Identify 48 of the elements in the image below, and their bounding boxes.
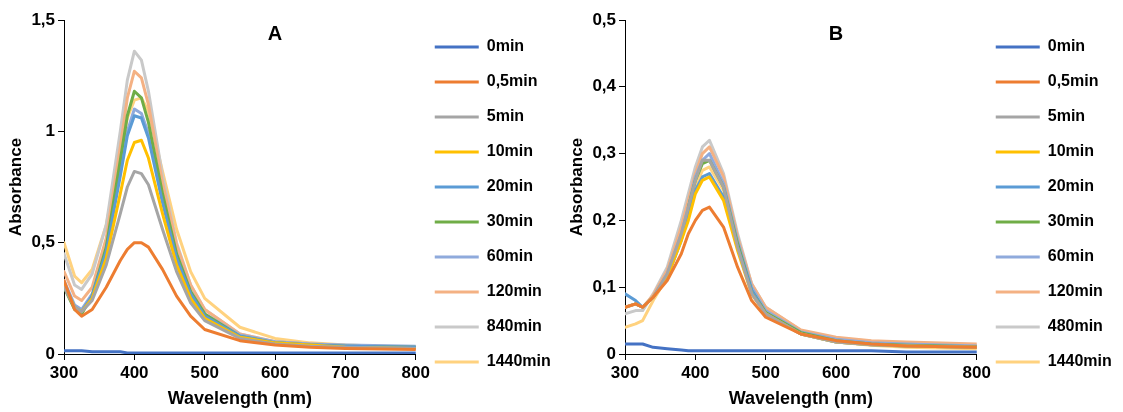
y-tick-label: 1,5 (31, 9, 56, 29)
y-tick-label: 0,5 (31, 232, 56, 252)
x-tick-label: 300 (610, 362, 640, 382)
x-tick-label: 400 (681, 362, 710, 382)
legend-label: 0,5min (1047, 72, 1099, 90)
legend-label: 1440min (486, 352, 551, 370)
legend-label: 0min (1047, 37, 1086, 55)
y-tick-label: 1 (45, 121, 56, 141)
y-axis-title: Absorbance (5, 137, 25, 237)
y-tick-label: 0 (45, 343, 56, 363)
y-tick-label: 0,1 (592, 276, 617, 296)
legend-label: 1440min (1047, 352, 1112, 370)
legend-label: 60min (486, 247, 533, 265)
legend-label: 120min (486, 282, 542, 300)
legend-label: 5min (1047, 107, 1086, 125)
legend-label: 30min (1047, 212, 1094, 230)
y-tick-label: 0,3 (592, 143, 617, 163)
x-tick-label: 800 (962, 362, 991, 382)
x-tick-label: 800 (401, 362, 430, 382)
x-tick-label: 300 (49, 362, 79, 382)
x-tick-label: 400 (120, 362, 149, 382)
y-tick-label: 0 (606, 343, 617, 363)
x-axis-title: Wavelength (nm) (167, 388, 313, 409)
legend-label: 5min (486, 107, 525, 125)
y-tick-label: 0,2 (592, 210, 617, 230)
legend-label: 0min (486, 37, 525, 55)
legend-label: 10min (486, 142, 533, 160)
x-tick-label: 700 (331, 362, 360, 382)
x-tick-label: 700 (892, 362, 921, 382)
x-tick-label: 500 (751, 362, 780, 382)
chart-title: A (267, 21, 283, 44)
legend-label: 480min (1047, 317, 1103, 335)
x-tick-label: 600 (821, 362, 851, 382)
legend-label: 60min (1047, 247, 1094, 265)
x-tick-label: 500 (190, 362, 219, 382)
legend-label: 120min (1047, 282, 1103, 300)
chart-title: B (828, 21, 844, 44)
x-tick-label: 600 (260, 362, 290, 382)
y-tick-label: 0,4 (592, 76, 617, 96)
x-axis-title: Wavelength (nm) (728, 388, 874, 409)
y-tick-label: 0,5 (592, 9, 617, 29)
legend-label: 30min (486, 212, 533, 230)
y-axis-title: Absorbance (566, 137, 586, 237)
legend-label: 20min (1047, 177, 1094, 195)
legend-label: 20min (486, 177, 533, 195)
legend-label: 840min (486, 317, 542, 335)
legend-label: 10min (1047, 142, 1094, 160)
legend-label: 0,5min (486, 72, 538, 90)
